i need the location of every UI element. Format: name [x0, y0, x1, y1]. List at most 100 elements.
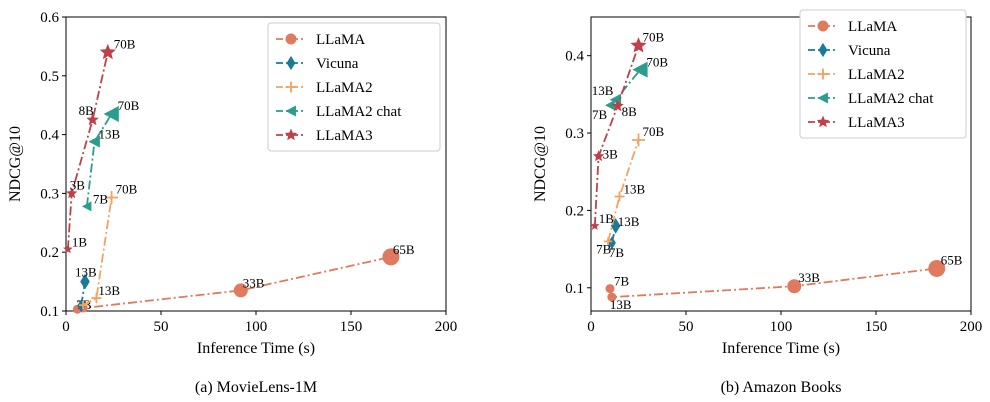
data-label: 13B — [75, 265, 97, 280]
series-line — [67, 52, 109, 250]
legend-label: LLaMA2 chat — [316, 104, 402, 120]
legend-marker — [285, 81, 297, 93]
data-point — [590, 220, 600, 230]
x-tick-label: 100 — [770, 319, 793, 335]
y-tick-label: 0.1 — [565, 281, 584, 297]
data-label: 1B — [599, 211, 615, 226]
legend-marker — [284, 128, 298, 141]
y-tick-label: 0.4 — [40, 128, 59, 144]
legend-box — [799, 9, 967, 139]
data-point — [80, 273, 90, 290]
data-label: 8B — [622, 104, 638, 119]
x-tick-label: 100 — [245, 319, 268, 335]
series-line — [86, 113, 113, 207]
y-axis-label: NDCG@10 — [7, 126, 24, 202]
data-point — [79, 301, 88, 310]
y-tick-label: 0.5 — [40, 69, 59, 85]
legend-entry: LLaMA — [808, 19, 897, 35]
data-label: 70B — [114, 36, 136, 51]
data-label: 8B — [79, 103, 95, 118]
y-tick-label: 0.3 — [40, 186, 59, 202]
legend-marker — [817, 92, 828, 104]
data-point — [382, 248, 400, 266]
data-point — [103, 106, 119, 123]
y-tick-label: 0.2 — [40, 245, 59, 261]
data-label: 7B — [609, 245, 625, 260]
legend-marker — [285, 105, 296, 117]
series-llama3: 1B 3B 8B 70B — [63, 36, 136, 254]
legend-entry: LLaMA — [276, 32, 365, 48]
legend: LLaMA Vicuna LLaMA2 LLaMA2 chat LLaMA3 — [267, 22, 441, 152]
series-llama2: 7B 13B 70B — [596, 124, 664, 256]
legend-marker — [286, 55, 296, 71]
data-point — [607, 236, 616, 250]
legend: LLaMA Vicuna LLaMA2 LLaMA2 chat LLaMA3 — [799, 9, 967, 139]
legend-label: Vicuna — [848, 43, 891, 59]
data-point — [607, 292, 617, 302]
series-llama2-chat: 7B 13B 70B — [81, 98, 140, 212]
data-label: 13B — [99, 127, 121, 142]
data-label: 13B — [610, 297, 632, 312]
data-label: 65B — [393, 242, 415, 257]
legend-label: LLaMA — [316, 32, 365, 48]
legend-label: LLaMA3 — [848, 115, 905, 131]
legend-entry: LLaMA2 — [808, 67, 905, 83]
x-tick-label: 200 — [960, 319, 983, 335]
y-tick-label: 0.6 — [40, 10, 59, 26]
y-tick-label: 0.2 — [565, 203, 584, 219]
data-point — [592, 150, 605, 162]
data-label: 70B — [646, 55, 668, 70]
legend-entry: LLaMA2 chat — [808, 91, 934, 107]
data-label: 33B — [243, 275, 265, 290]
legend-entry: Vicuna — [808, 42, 891, 59]
data-label: 7B — [614, 274, 630, 289]
panel-caption: (b) Amazon Books — [721, 379, 842, 396]
x-tick-label: 0 — [587, 319, 595, 335]
data-label: 13B — [624, 181, 646, 196]
data-point — [91, 293, 102, 304]
x-axis-label: Inference Time (s) — [722, 340, 840, 357]
y-tick-label: 0.1 — [40, 304, 59, 320]
data-point — [605, 100, 615, 111]
series-llama2: 13B 70B — [79, 182, 138, 310]
legend-marker — [818, 42, 828, 58]
legend-entry: LLaMA2 chat — [276, 104, 402, 120]
legend-label: LLaMA3 — [316, 128, 373, 144]
legend-label: LLaMA2 chat — [848, 91, 934, 107]
series-line — [77, 256, 392, 311]
data-label: 70B — [118, 98, 140, 113]
data-point — [105, 191, 119, 205]
legend-entry: LLaMA2 — [276, 80, 373, 96]
x-tick-label: 200 — [435, 319, 458, 335]
series-line — [593, 45, 640, 226]
x-tick-label: 150 — [340, 319, 363, 335]
legend-marker — [817, 20, 829, 32]
data-point — [86, 113, 99, 126]
data-point — [81, 201, 92, 212]
series-llama3: 1B 3B 8B 70B — [590, 30, 665, 230]
data-label: 13B — [618, 214, 640, 229]
data-label: 70B — [116, 182, 138, 197]
data-point — [66, 187, 78, 199]
data-point — [787, 279, 802, 294]
series-line — [609, 267, 937, 299]
data-point — [611, 99, 624, 112]
legend-entry: LLaMA3 — [808, 115, 905, 131]
x-tick-label: 50 — [679, 319, 694, 335]
series-llama: 7B33B65B — [72, 242, 415, 314]
x-tick-label: 0 — [62, 319, 70, 335]
data-point — [630, 37, 647, 53]
legend-marker — [817, 68, 829, 80]
y-axis-label: NDCG@10 — [532, 126, 549, 202]
legend-box — [267, 22, 441, 152]
data-label: 70B — [643, 124, 665, 139]
data-point — [605, 284, 615, 294]
data-point — [88, 135, 100, 148]
legend-entry: Vicuna — [276, 55, 359, 72]
data-label: 13B — [98, 283, 120, 298]
data-point — [632, 61, 648, 78]
legend-marker — [816, 115, 830, 128]
y-tick-label: 0.4 — [565, 49, 584, 65]
data-point — [604, 237, 613, 246]
